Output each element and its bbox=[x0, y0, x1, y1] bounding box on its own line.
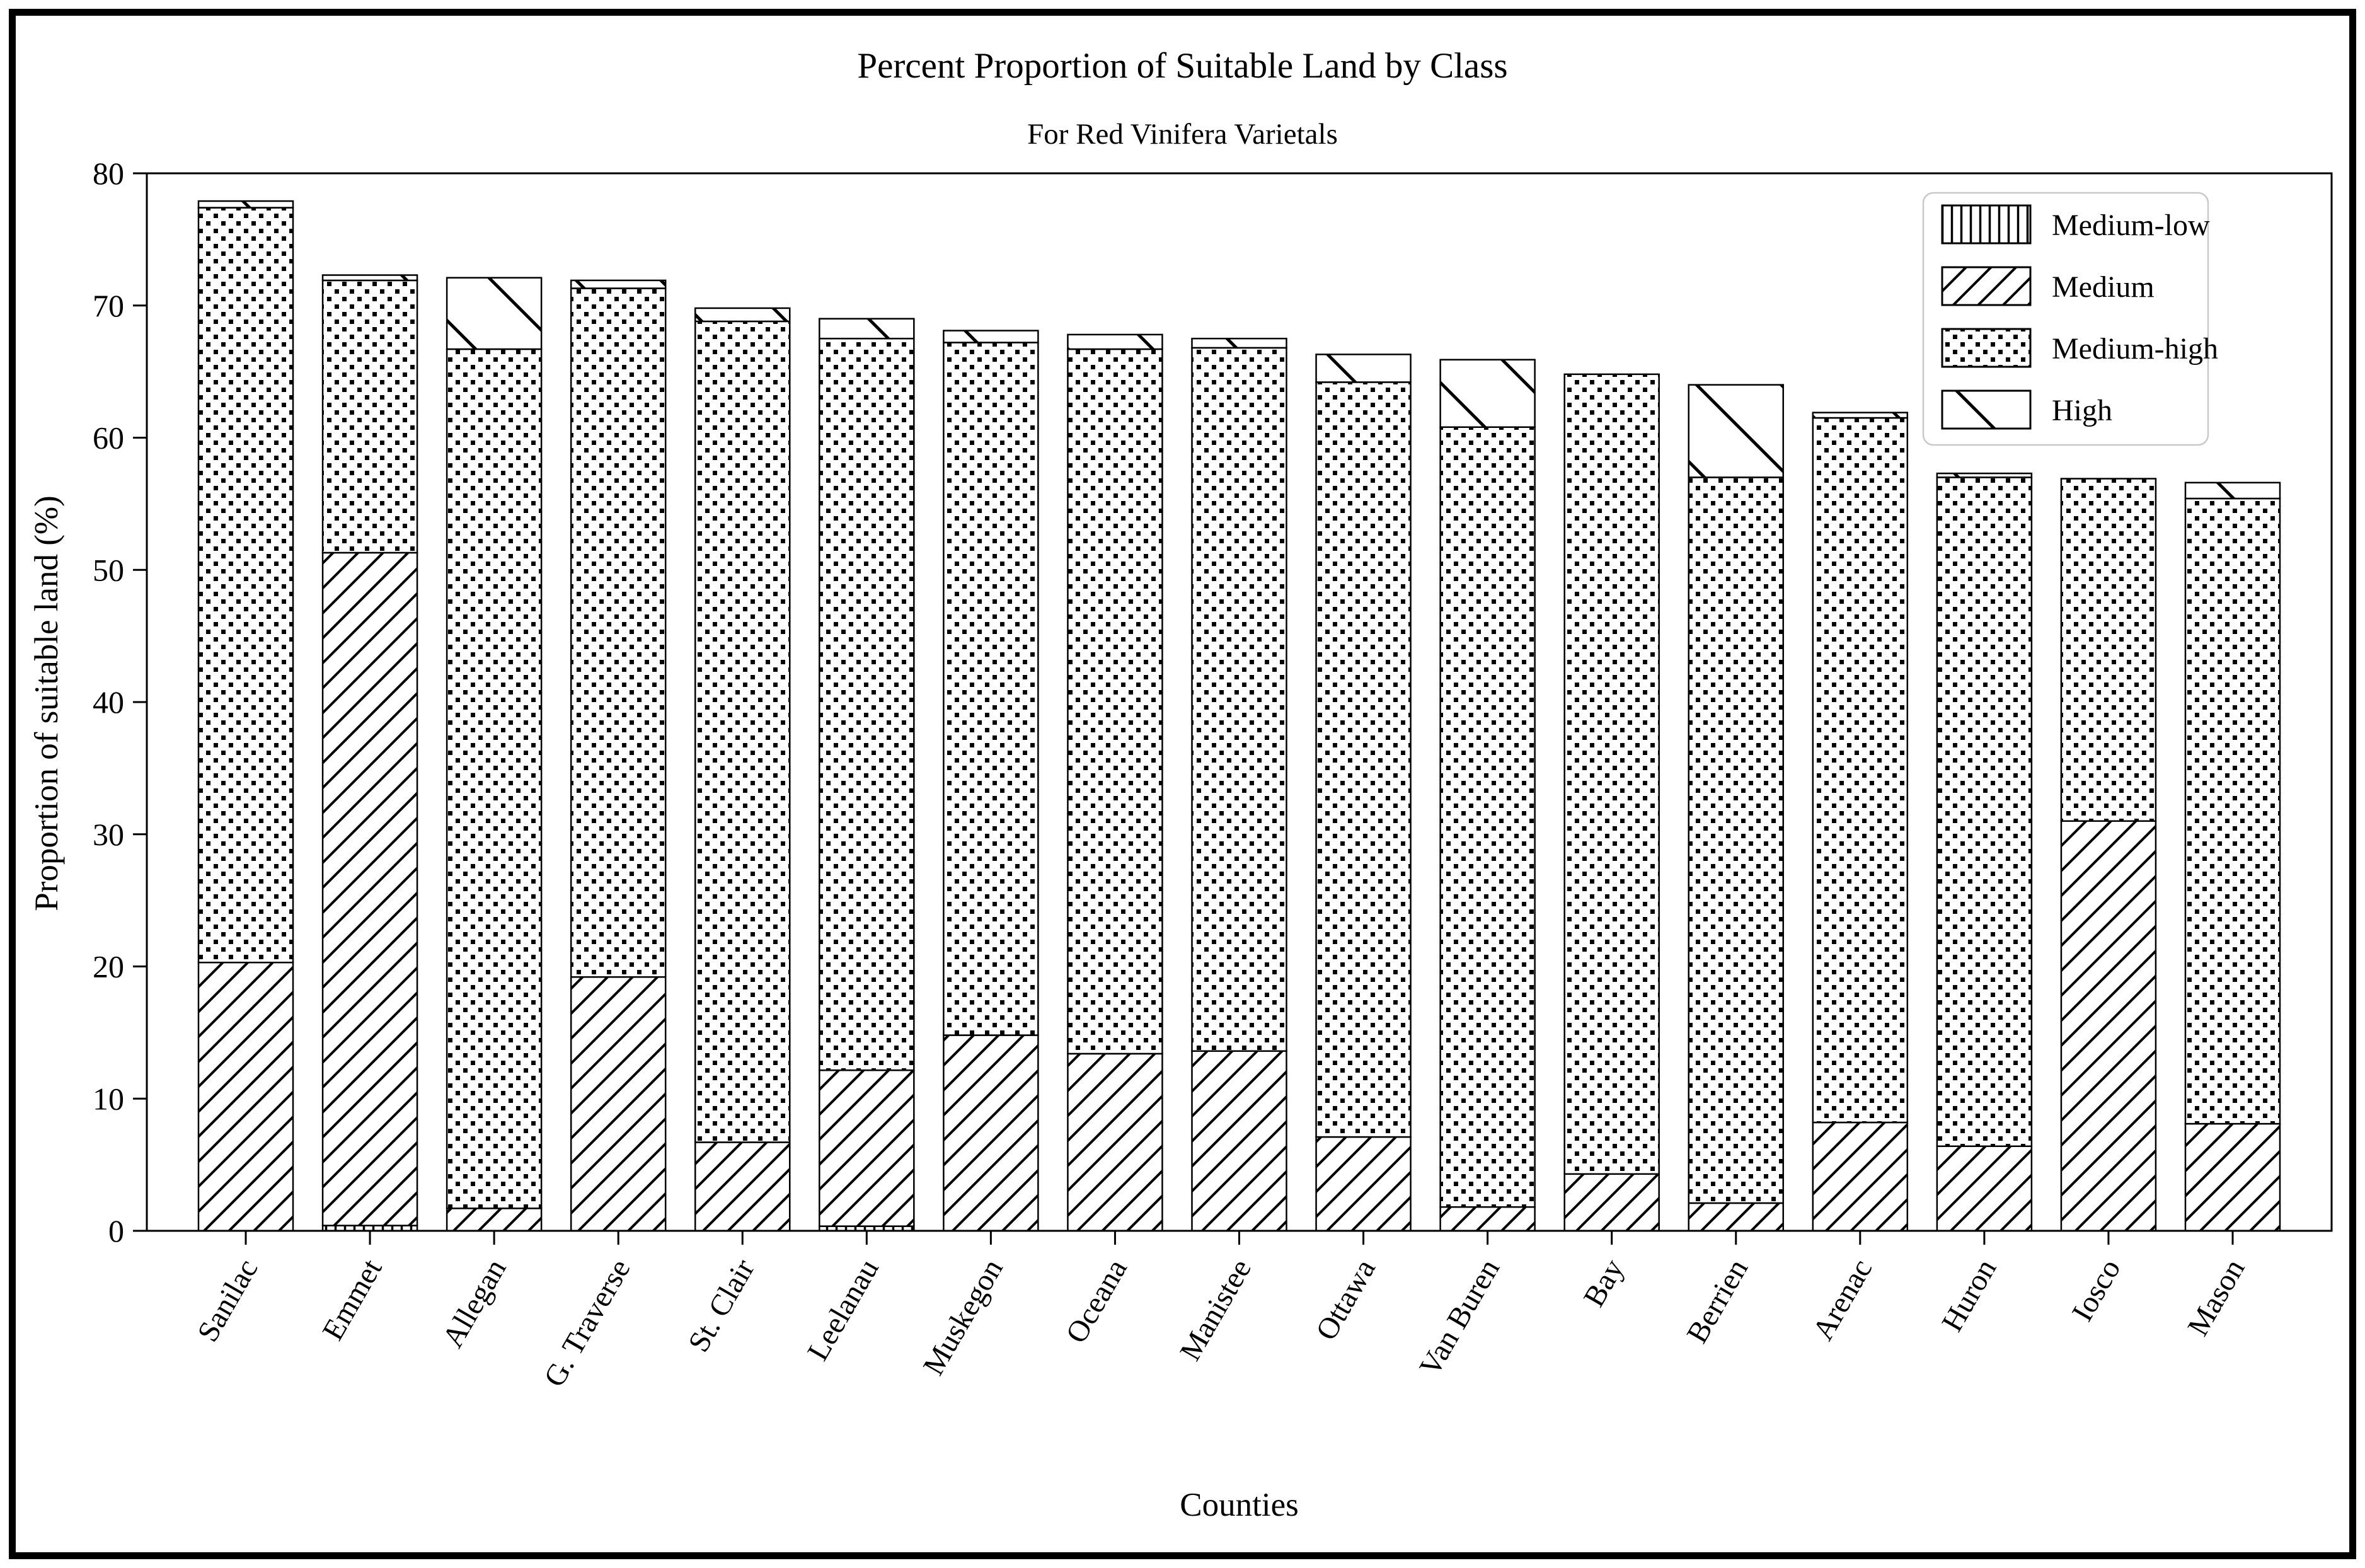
x-tick-label: Ottawa bbox=[1309, 1254, 1382, 1346]
bar-segment-dots bbox=[2060, 478, 2157, 822]
bar-segment-diagonal-back bbox=[1439, 359, 1536, 428]
bar-segment-dots bbox=[570, 287, 667, 978]
x-tick-label: Allegan bbox=[436, 1254, 513, 1353]
plot-spines bbox=[146, 172, 2333, 1232]
bar-segment-dots bbox=[1191, 347, 1287, 1052]
chart-title: Percent Proportion of Suitable Land by C… bbox=[857, 46, 1508, 86]
legend-swatch-vertical-lines bbox=[1941, 204, 2032, 245]
bar-segment-diagonal-back bbox=[2184, 481, 2281, 500]
y-tick-label: 30 bbox=[93, 817, 124, 852]
bar-segment-diagonal-forward bbox=[819, 1069, 915, 1227]
y-tick-label: 20 bbox=[93, 949, 124, 984]
x-tick-label: Van Buren bbox=[1413, 1254, 1506, 1381]
x-tick-label: Arenac bbox=[1806, 1254, 1879, 1346]
legend-box bbox=[1922, 192, 2209, 446]
bar-segment-dots bbox=[1936, 476, 2033, 1148]
bar-segment-dots bbox=[819, 337, 915, 1071]
bar-segment-diagonal-forward bbox=[1936, 1145, 2033, 1232]
y-tick-label: 10 bbox=[93, 1081, 124, 1116]
bar-segment-diagonal-forward bbox=[1315, 1136, 1412, 1232]
x-tick-label: Leelanau bbox=[801, 1254, 885, 1366]
y-tick-label: 60 bbox=[93, 420, 124, 456]
bar-segment-diagonal-forward bbox=[1067, 1052, 1163, 1232]
bar-segment-diagonal-back bbox=[321, 274, 418, 282]
x-tick-label: Mason bbox=[2181, 1254, 2251, 1342]
bar-segment-diagonal-back bbox=[1812, 412, 1909, 419]
bar-segment-dots bbox=[1439, 426, 1536, 1208]
bar-segment-diagonal-back bbox=[1191, 337, 1287, 349]
bar-segment-dots bbox=[197, 207, 294, 964]
bar-segment-diagonal-forward bbox=[1688, 1202, 1784, 1232]
x-tick-label: Manistee bbox=[1173, 1254, 1258, 1366]
legend-entry-label: Medium bbox=[2052, 270, 2155, 304]
bar-segment-diagonal-forward bbox=[1812, 1121, 1909, 1232]
bar-segment-diagonal-forward bbox=[943, 1034, 1039, 1232]
y-tick-label: 50 bbox=[93, 552, 124, 587]
x-tick-label: St. Clair bbox=[682, 1254, 761, 1358]
y-tick-label: 70 bbox=[93, 288, 124, 323]
bar-segment-dots bbox=[694, 320, 791, 1143]
x-tick-label: Bay bbox=[1577, 1254, 1631, 1312]
bar-segment-diagonal-forward bbox=[570, 976, 667, 1232]
bar-segment-dots bbox=[1812, 417, 1909, 1124]
bar-segment-diagonal-forward bbox=[197, 961, 294, 1232]
bar-segment-dots bbox=[2184, 497, 2281, 1125]
x-tick-label: Iosco bbox=[2066, 1254, 2127, 1327]
bar-segment-diagonal-back bbox=[1936, 472, 2033, 478]
bar-segment-diagonal-back bbox=[1315, 354, 1412, 383]
y-tick-label: 80 bbox=[93, 156, 124, 191]
bar-segment-diagonal-back bbox=[819, 318, 915, 340]
bar-segment-diagonal-back bbox=[446, 277, 543, 350]
y-tick-label: 40 bbox=[93, 684, 124, 720]
bar-segment-diagonal-forward bbox=[446, 1208, 543, 1232]
x-tick-label: Oceana bbox=[1059, 1254, 1134, 1349]
legend-swatch-diagonal-back bbox=[1941, 389, 2032, 430]
x-tick-label: Emmet bbox=[316, 1253, 389, 1346]
x-tick-label: G. Traverse bbox=[538, 1254, 637, 1392]
bar-segment-diagonal-forward bbox=[694, 1141, 791, 1232]
bar-segment-dots bbox=[321, 279, 418, 554]
bar-segment-diagonal-forward bbox=[1191, 1050, 1287, 1232]
bar-segment-dots bbox=[1688, 476, 1784, 1204]
legend-swatch-dots bbox=[1941, 328, 2032, 368]
x-tick-label: Sanilac bbox=[191, 1254, 265, 1347]
legend-entry-label: High bbox=[2052, 394, 2112, 427]
bar-segment-diagonal-forward bbox=[2184, 1122, 2281, 1232]
bar-segment-diagonal-back bbox=[694, 307, 791, 323]
legend-entry-label: Medium-high bbox=[2052, 332, 2218, 366]
bar-segment-diagonal-back bbox=[943, 330, 1039, 343]
x-tick-label: Berrien bbox=[1680, 1254, 1754, 1349]
bar-segment-diagonal-forward bbox=[1439, 1206, 1536, 1232]
legend-entry-label: Medium-low bbox=[2052, 209, 2210, 242]
bar-segment-diagonal-back bbox=[197, 200, 294, 209]
bar-segment-dots bbox=[1563, 373, 1660, 1175]
x-tick-label: Muskegon bbox=[917, 1254, 1010, 1381]
bar-segment-dots bbox=[1067, 348, 1163, 1055]
x-tick-label: Huron bbox=[1935, 1254, 2003, 1337]
y-tick-label: 0 bbox=[108, 1213, 124, 1248]
bar-segment-diagonal-forward bbox=[2060, 820, 2157, 1232]
bar-segment-dots bbox=[943, 342, 1039, 1036]
legend-swatch-diagonal-forward bbox=[1941, 266, 2032, 306]
bar-segment-dots bbox=[446, 348, 543, 1209]
bar-segment-diagonal-back bbox=[1688, 384, 1784, 478]
x-axis-label: Counties bbox=[1180, 1487, 1299, 1523]
chart-subtitle: For Red Vinifera Varietals bbox=[1027, 118, 1338, 151]
bar-segment-diagonal-back bbox=[1067, 333, 1163, 350]
bar-segment-diagonal-back bbox=[570, 279, 667, 289]
bar-segment-diagonal-forward bbox=[1563, 1173, 1660, 1232]
bar-segment-dots bbox=[1315, 381, 1412, 1138]
bar-segment-diagonal-forward bbox=[321, 551, 418, 1226]
